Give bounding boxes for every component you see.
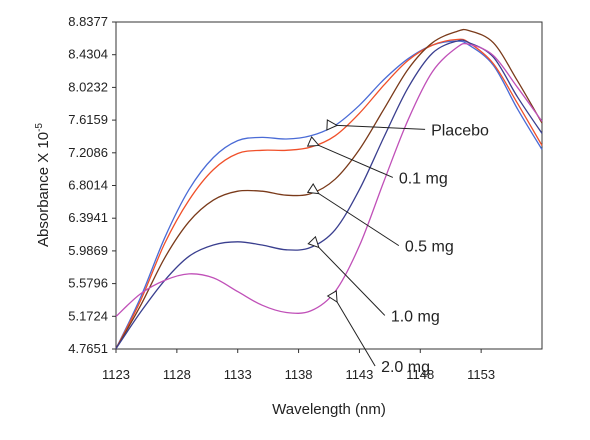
y-tick-label: 6.8014 [68, 178, 108, 193]
y-tick-label: 8.0232 [68, 79, 108, 94]
y-tick-label: 8.4304 [68, 47, 108, 62]
x-tick-label: 1153 [467, 367, 495, 382]
x-tick-label: 1148 [406, 367, 434, 382]
series-line-1-0-mg [115, 39, 543, 349]
y-tick-label: 5.5796 [68, 276, 108, 291]
x-tick-label: 1138 [285, 367, 313, 382]
annotation-layer: Placebo 0.1 mg 0.5 mg 1.0 mg 2.0 mg [319, 122, 489, 376]
y-tick-label: 4.7651 [68, 341, 108, 356]
series-line-0-5-mg [115, 28, 543, 349]
y-tick-label: 5.9869 [68, 243, 108, 258]
annotation-arrow [337, 302, 376, 367]
annotation-arrow [319, 145, 394, 178]
y-tick-label: 7.2086 [68, 145, 108, 160]
annotation-label: 0.5 mg [405, 239, 454, 256]
y-tick-label: 6.3941 [68, 210, 108, 225]
x-tick-label: 1143 [345, 367, 373, 382]
y-axis-label: Absorbance X 10-5 [34, 123, 52, 247]
plot-area [115, 21, 543, 350]
x-tick-label: 1128 [163, 367, 191, 382]
annotation-arrow [337, 125, 426, 129]
y-axis-label-text: Absorbance X 10 [35, 132, 52, 247]
x-tick-label: 1133 [224, 367, 252, 382]
annotation-arrow [319, 194, 400, 247]
annotation-label: 0.1 mg [399, 170, 448, 187]
annotation-label: Placebo [431, 122, 489, 139]
y-axis-label-exponent: -5 [34, 123, 45, 132]
y-tick-label: 8.8377 [68, 14, 108, 29]
y-tick-layer: 4.7651 5.1724 5.5796 5.9869 6.3941 6.8014 7.20… [68, 14, 116, 356]
y-tick-label: 5.1724 [68, 308, 108, 323]
annotation-label: 1.0 mg [391, 308, 440, 325]
annotation-label: 2.0 mg [381, 359, 430, 376]
x-axis-label: Wavelength (nm) [272, 401, 386, 418]
annotation-arrow [319, 247, 386, 316]
x-tick-layer: 1123 1128 1133 1138 1143 1148 1153 [102, 349, 495, 382]
x-tick-label: 1123 [102, 367, 130, 382]
y-tick-label: 7.6159 [68, 112, 108, 127]
